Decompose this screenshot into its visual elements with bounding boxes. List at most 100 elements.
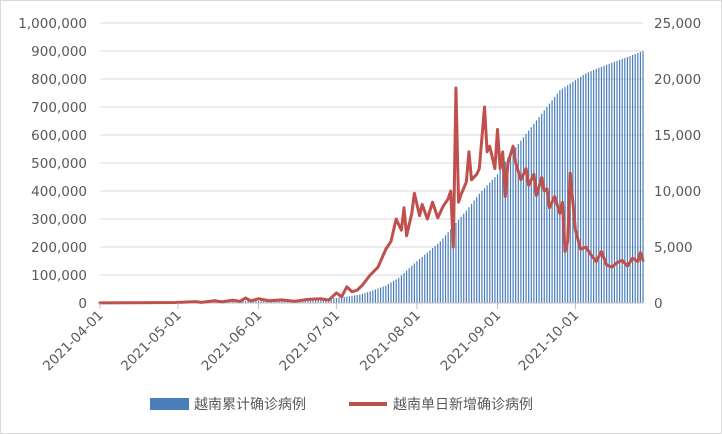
cumulative-bar	[385, 285, 387, 303]
cumulative-bar	[564, 86, 566, 303]
cumulative-bar	[616, 60, 618, 303]
cumulative-bar	[437, 243, 439, 303]
cumulative-bar	[213, 301, 215, 303]
cumulative-bar	[255, 300, 257, 303]
cumulative-bar	[473, 200, 475, 303]
cumulative-bar	[335, 297, 338, 303]
legend-swatch-daily	[349, 402, 387, 406]
cumulative-bar	[496, 174, 499, 303]
cumulative-bar	[621, 58, 623, 304]
cumulative-bar	[346, 296, 348, 303]
cumulative-bar	[398, 277, 400, 303]
cumulative-bar	[382, 286, 384, 303]
cumulative-bar	[520, 140, 522, 303]
cumulative-bar	[637, 53, 639, 303]
cumulative-bar	[613, 61, 616, 304]
cumulative-bar	[231, 301, 234, 303]
cumulative-bar	[468, 207, 470, 303]
cumulative-bar	[483, 188, 486, 303]
cumulative-bar	[367, 292, 369, 303]
cumulative-bar	[603, 65, 605, 303]
right-y-tick-label: 0	[654, 296, 663, 312]
cumulative-bar	[450, 229, 452, 303]
cumulative-bar	[491, 179, 493, 303]
x-tick-label: 2021-10-01	[515, 308, 582, 375]
cumulative-bar	[504, 161, 506, 303]
cumulative-bar	[595, 68, 597, 303]
legend-swatch-cumulative	[150, 398, 189, 410]
left-y-tick-label: 300,000	[31, 212, 87, 228]
left-y-axis-ticks: 0 100,000 200,000 300,000 400,000 500,000 600,…	[18, 16, 87, 312]
cumulative-bar	[452, 226, 454, 303]
cumulative-bar	[567, 85, 569, 303]
cumulative-bar	[377, 288, 379, 303]
legend: 越南累计确诊病例 越南单日新增确诊病例	[150, 397, 533, 413]
cumulative-bar	[593, 70, 595, 303]
legend-label-daily: 越南单日新增确诊病例	[393, 397, 533, 413]
cumulative-bar	[543, 110, 545, 303]
cumulative-bar	[502, 165, 504, 303]
x-tick-label: 2021-05-01	[118, 308, 185, 375]
cumulative-bar	[439, 241, 441, 303]
cumulative-bar	[434, 245, 436, 303]
x-tick-label: 2021-08-01	[357, 308, 424, 375]
cumulative-bar	[611, 62, 613, 304]
left-y-tick-label: 1,000,000	[18, 16, 87, 32]
cumulative-bar	[369, 291, 371, 303]
cumulative-bar	[639, 52, 641, 303]
right-y-tick-label: 5,000	[654, 240, 693, 256]
x-tick-label: 2021-06-01	[199, 308, 266, 375]
cumulative-bar	[590, 71, 592, 303]
cumulative-bar	[489, 182, 491, 303]
cumulative-bar	[608, 63, 610, 303]
cumulative-bar	[405, 270, 408, 303]
cumulative-bar	[413, 263, 415, 303]
cumulative-bar	[247, 301, 249, 303]
cumulative-bar	[278, 300, 280, 303]
cumulative-bar	[244, 301, 247, 303]
right-y-tick-label: 25,000	[654, 16, 701, 32]
cumulative-bar	[556, 93, 558, 303]
cumulative-bar	[455, 222, 457, 303]
cumulative-bar	[629, 56, 631, 303]
cumulative-bar	[309, 298, 312, 303]
cumulative-bar	[463, 213, 465, 303]
cumulative-bar	[348, 296, 351, 303]
left-y-tick-label: 600,000	[31, 128, 87, 144]
cumulative-bar	[361, 293, 364, 303]
right-y-tick-label: 15,000	[654, 128, 701, 144]
cumulative-bar	[320, 298, 322, 303]
cumulative-bar	[403, 273, 405, 303]
left-y-tick-label: 0	[78, 296, 87, 312]
cumulative-bar	[252, 300, 254, 303]
cumulative-bar	[429, 250, 431, 303]
daily-line	[98, 86, 645, 305]
cumulative-bar	[486, 185, 488, 303]
x-axis-ticks: 2021-04-01 2021-05-01 2021-06-01 2021-07-01…	[40, 303, 582, 374]
cumulative-bars	[99, 51, 644, 304]
cumulative-bar	[260, 300, 262, 303]
cumulative-bar	[354, 295, 356, 303]
cumulative-bar	[600, 66, 603, 303]
legend-label-cumulative: 越南累计确诊病例	[194, 397, 306, 413]
cumulative-bar	[341, 297, 343, 303]
cumulative-bar	[229, 301, 231, 303]
cumulative-bar	[421, 256, 423, 303]
x-tick-label: 2021-09-01	[438, 308, 505, 375]
x-tick-label: 2021-04-01	[40, 308, 107, 375]
cumulative-bar	[642, 51, 644, 303]
cumulative-bar	[447, 232, 449, 303]
cumulative-bar	[424, 254, 426, 303]
cumulative-bar	[418, 258, 421, 303]
left-y-tick-label: 900,000	[31, 44, 87, 60]
cumulative-bar	[408, 268, 410, 303]
cumulative-bar	[460, 216, 462, 303]
x-tick-label: 2021-07-01	[276, 308, 343, 375]
cumulative-bar	[561, 88, 564, 304]
cumulative-bar	[528, 130, 530, 303]
cumulative-bar	[364, 292, 366, 303]
cumulative-bar	[379, 287, 382, 303]
cumulative-bar	[580, 76, 582, 303]
cumulative-bar	[515, 147, 517, 303]
